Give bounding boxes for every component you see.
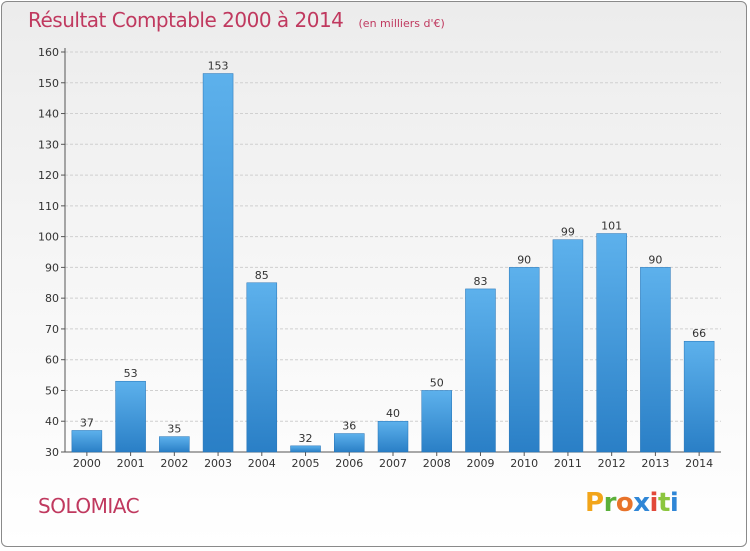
bar-2007 — [377, 420, 409, 453]
y-tick-label: 160 — [38, 46, 59, 59]
x-tick-label-2000: 2000 — [73, 457, 101, 470]
axes: 30 40 50 60 70 80 90 100 110 120 130 140 150 160 2000 2… — [38, 46, 721, 470]
x-tick-label-2011: 2011 — [554, 457, 582, 470]
data-label-2005: 32 — [299, 432, 313, 445]
x-tick-label-2012: 2012 — [598, 457, 626, 470]
data-label-2003: 153 — [208, 60, 229, 73]
data-label-2008: 50 — [430, 376, 444, 389]
data-label-2000: 37 — [80, 416, 94, 429]
bar-2013 — [640, 267, 671, 453]
bar-2002 — [159, 436, 190, 453]
logo-letter: i — [649, 488, 659, 518]
proxiti-logo: Proxiti — [585, 488, 679, 518]
y-tick-label: 140 — [38, 108, 59, 121]
x-tick-label-2014: 2014 — [685, 457, 713, 470]
y-tick-label: 60 — [45, 354, 59, 367]
data-label-2011: 99 — [561, 226, 575, 239]
bar-2008 — [421, 390, 452, 453]
x-tick-label-2010: 2010 — [510, 457, 538, 470]
data-label-2004: 85 — [255, 269, 269, 282]
bars — [71, 73, 715, 453]
y-tick-label: 90 — [45, 261, 59, 274]
x-tick-label-2008: 2008 — [423, 457, 451, 470]
commune-name: SOLOMIAC — [38, 494, 140, 518]
y-tick-label: 40 — [45, 415, 59, 428]
x-tick-label-2006: 2006 — [335, 457, 363, 470]
logo-letter: o — [615, 488, 634, 518]
y-tick-label: 150 — [38, 77, 59, 90]
data-label-2009: 83 — [473, 275, 487, 288]
x-tick-label-2001: 2001 — [117, 457, 145, 470]
data-label-2012: 101 — [601, 220, 622, 233]
x-tick-label-2013: 2013 — [641, 457, 669, 470]
data-label-2006: 36 — [342, 420, 356, 433]
x-tick-label-2003: 2003 — [204, 457, 232, 470]
bar-2005 — [290, 445, 321, 453]
logo-letter: x — [633, 488, 650, 518]
y-tick-label: 80 — [45, 292, 59, 305]
data-labels: 37 53 35 153 85 32 36 40 50 83 90 99 101 90 66 — [80, 60, 706, 445]
x-tick-label-2002: 2002 — [160, 457, 188, 470]
logo-letter: P — [585, 488, 604, 518]
bar-2009 — [465, 288, 496, 453]
y-tick-label: 30 — [45, 446, 59, 459]
chart-subtitle: (en milliers d'€) — [358, 17, 445, 30]
bar-2014 — [683, 340, 715, 453]
bar-2011 — [552, 239, 584, 453]
data-label-2010: 90 — [517, 253, 531, 266]
bar-2000 — [71, 430, 103, 453]
data-label-2013: 90 — [648, 253, 662, 266]
data-label-2007: 40 — [386, 407, 400, 420]
logo-letter: t — [657, 488, 670, 518]
logo-letter: r — [603, 488, 617, 518]
bar-2003 — [202, 73, 234, 453]
y-tick-label: 70 — [45, 323, 59, 336]
x-tick-label-2009: 2009 — [466, 457, 494, 470]
y-tick-label: 50 — [45, 384, 59, 397]
data-label-2014: 66 — [692, 327, 706, 340]
bar-2010 — [508, 267, 540, 453]
data-label-2001: 53 — [124, 367, 138, 380]
bar-2006 — [334, 433, 365, 453]
chart-title: Résultat Comptable 2000 à 2014 — [28, 8, 344, 32]
y-tick-label: 100 — [38, 231, 59, 244]
y-tick-label: 110 — [38, 200, 59, 213]
y-tick-label: 130 — [38, 138, 59, 151]
x-tick-label-2007: 2007 — [379, 457, 407, 470]
x-tick-label-2005: 2005 — [292, 457, 320, 470]
x-tick-label-2004: 2004 — [248, 457, 276, 470]
bar-2004 — [246, 282, 278, 453]
bar-2012 — [596, 233, 627, 453]
data-label-2002: 35 — [167, 423, 181, 436]
y-tick-label: 120 — [38, 169, 59, 182]
chart-header: Résultat Comptable 2000 à 2014 (en milli… — [28, 8, 445, 32]
logo-letter: i — [669, 488, 679, 518]
bar-2001 — [115, 380, 146, 453]
